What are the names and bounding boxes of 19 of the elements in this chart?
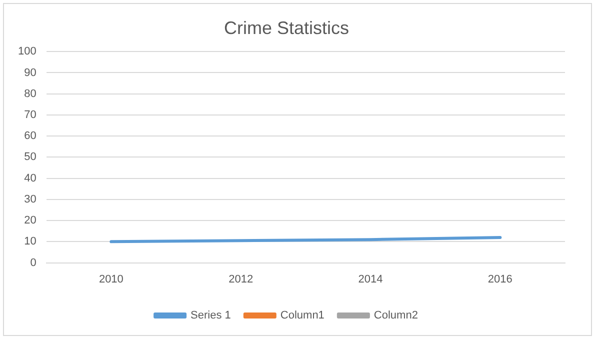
x-tick-label: 2014 [358, 273, 383, 286]
y-tick-label: 70 [24, 108, 36, 121]
y-tick-label: 10 [24, 236, 36, 248]
y-tick-label: 30 [24, 193, 36, 206]
y-tick-label: 40 [24, 172, 36, 184]
y-tick-label: 20 [24, 214, 36, 227]
y-tick-label: 90 [24, 66, 36, 79]
y-tick-label: 50 [24, 151, 36, 164]
y-tick-label: 60 [24, 130, 36, 142]
legend-label: Column2 [374, 310, 418, 322]
x-tick-label: 2010 [98, 273, 124, 286]
x-tick-label: 2016 [488, 273, 512, 286]
legend-label: Series 1 [190, 310, 231, 322]
y-tick-label: 100 [18, 46, 36, 58]
x-tick-label: 2012 [228, 273, 254, 286]
y-tick-label: 0 [30, 256, 36, 269]
y-tick-label: 80 [24, 88, 36, 100]
legend-label: Column1 [280, 310, 324, 322]
chart-title: Crime Statistics [224, 18, 350, 38]
